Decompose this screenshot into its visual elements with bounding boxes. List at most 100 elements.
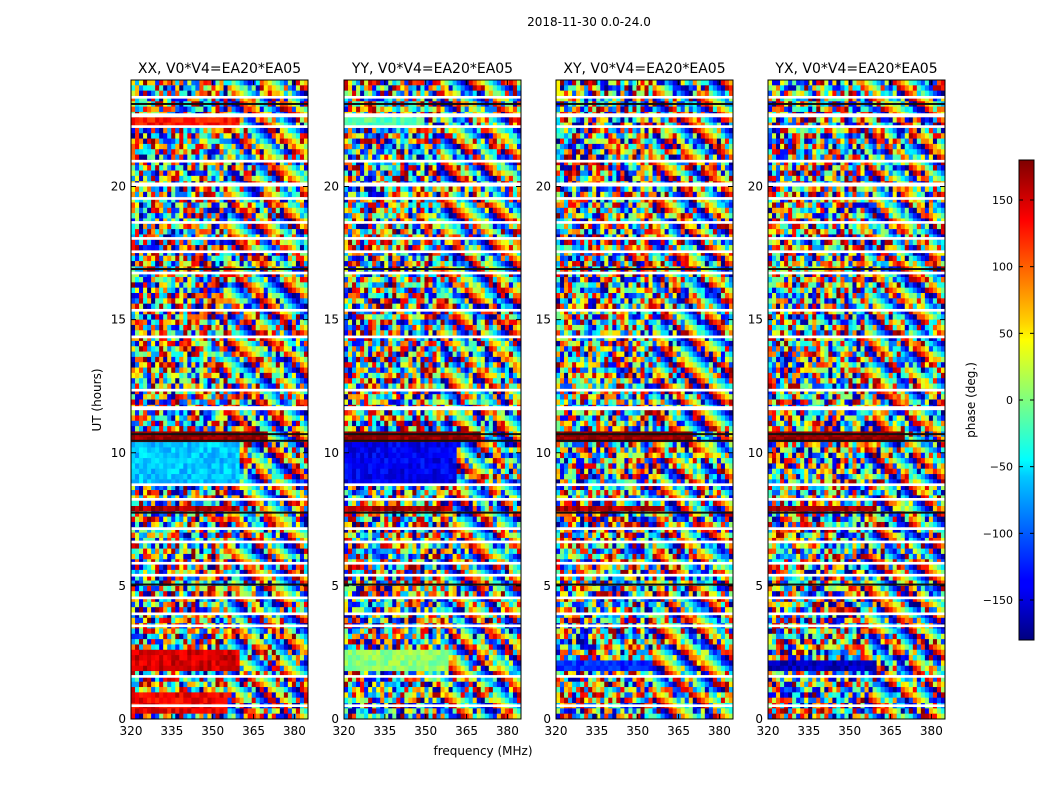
panels: XX, V0*V4=EA20*EA05 320 335 350 365 380 0 5 10 15…	[111, 61, 946, 738]
y-tick-label: 20	[324, 180, 339, 194]
flagged-band	[131, 250, 308, 254]
colorbar-tick-label: −100	[983, 527, 1013, 540]
flagged-band	[556, 182, 733, 187]
flagged-band	[768, 406, 945, 411]
flagged-band	[344, 182, 521, 187]
flagged-band	[768, 182, 945, 187]
panel-4: YX, V0*V4=EA20*EA05 320 335 350 365 380 0 5 10 15…	[748, 61, 946, 738]
y-axis-label: UT (hours)	[90, 368, 104, 431]
flagged-band	[556, 704, 733, 708]
flagged-band	[768, 596, 945, 600]
y-tick-label: 15	[748, 313, 763, 327]
flagged-band	[344, 221, 521, 224]
y-tick-label: 10	[324, 446, 339, 460]
y-tick-label: 20	[111, 180, 126, 194]
x-tick-label: 380	[496, 724, 519, 738]
y-tick-label: 10	[111, 446, 126, 460]
flagged-band	[556, 540, 733, 544]
dark-line	[768, 102, 945, 105]
x-tick-label: 320	[545, 724, 568, 738]
panel-frame	[343, 79, 522, 720]
flagged-band	[768, 113, 945, 118]
dark-line	[556, 439, 733, 442]
colorbar-tick-label: −150	[983, 594, 1013, 607]
flagged-band	[556, 95, 733, 99]
colorbar-tick-label: 150	[992, 194, 1013, 207]
colorbar: −150 −100 −50 0 50 100 150 phase (deg.)	[964, 159, 1035, 641]
flagged-band	[768, 95, 945, 99]
x-tick-label: 350	[626, 724, 649, 738]
panel-frame	[767, 79, 946, 720]
flagged-band	[556, 498, 733, 501]
flagged-band	[556, 125, 733, 128]
colorbar-label: phase (deg.)	[964, 362, 978, 438]
flagged-band	[344, 197, 521, 200]
dark-line	[768, 583, 945, 586]
flagged-band	[131, 675, 308, 678]
flagged-band	[556, 675, 733, 678]
dark-line	[556, 433, 733, 436]
dark-line	[131, 433, 308, 436]
phase-image	[131, 80, 308, 719]
flagged-band	[131, 182, 308, 187]
flagged-band	[131, 197, 308, 200]
flagged-band	[768, 250, 945, 254]
flagged-band	[768, 237, 945, 240]
flagged-band	[344, 406, 521, 411]
panel-frame	[555, 79, 734, 720]
x-tick-label: 320	[333, 724, 356, 738]
y-tick-label: 0	[331, 712, 339, 726]
dark-line	[344, 583, 521, 586]
y-tick-label: 10	[536, 446, 551, 460]
y-tick-label: 20	[536, 180, 551, 194]
flagged-band	[556, 221, 733, 224]
y-tick-label: 15	[111, 313, 126, 327]
y-tick-label: 0	[755, 712, 763, 726]
colorbar-tick-label: 0	[1006, 394, 1013, 407]
x-tick-label: 380	[920, 724, 943, 738]
flagged-band	[344, 596, 521, 600]
flagged-band	[344, 159, 521, 163]
flagged-band	[556, 527, 733, 530]
dark-line	[131, 511, 308, 514]
flagged-band	[344, 527, 521, 530]
panel-title: XX, V0*V4=EA20*EA05	[138, 61, 301, 77]
x-tick-label: 350	[201, 724, 224, 738]
y-tick-label: 0	[543, 712, 551, 726]
flagged-band	[768, 388, 945, 392]
flagged-band	[768, 125, 945, 128]
flagged-band	[344, 271, 521, 275]
flagged-band	[344, 704, 521, 708]
flagged-band	[768, 540, 945, 544]
dark-line	[344, 433, 521, 436]
dark-line	[768, 433, 945, 436]
flagged-band	[131, 308, 308, 312]
flagged-band	[131, 159, 308, 163]
flagged-band	[344, 540, 521, 544]
flagged-band	[131, 596, 308, 600]
flagged-band	[344, 308, 521, 312]
dark-line	[768, 511, 945, 514]
flagged-band	[556, 624, 733, 628]
x-tick-label: 350	[838, 724, 861, 738]
flagged-band	[131, 125, 308, 128]
colorbar-ticks: −150 −100 −50 0 50 100 150	[983, 194, 1034, 607]
flagged-band	[556, 596, 733, 600]
flagged-band	[556, 388, 733, 392]
flagged-band	[768, 704, 945, 708]
flagged-band	[131, 271, 308, 275]
x-tick-label: 365	[242, 724, 265, 738]
flagged-band	[768, 483, 945, 487]
flagged-band	[131, 406, 308, 411]
dark-line	[768, 439, 945, 442]
dark-line	[556, 511, 733, 514]
flagged-band	[131, 237, 308, 240]
flagged-band	[768, 197, 945, 200]
flagged-band	[131, 498, 308, 501]
flagged-band	[556, 250, 733, 254]
flagged-band	[556, 483, 733, 487]
flagged-band	[556, 612, 733, 616]
flagged-band	[768, 335, 945, 339]
panel-title: YX, V0*V4=EA20*EA05	[774, 61, 937, 77]
flagged-band	[556, 406, 733, 411]
